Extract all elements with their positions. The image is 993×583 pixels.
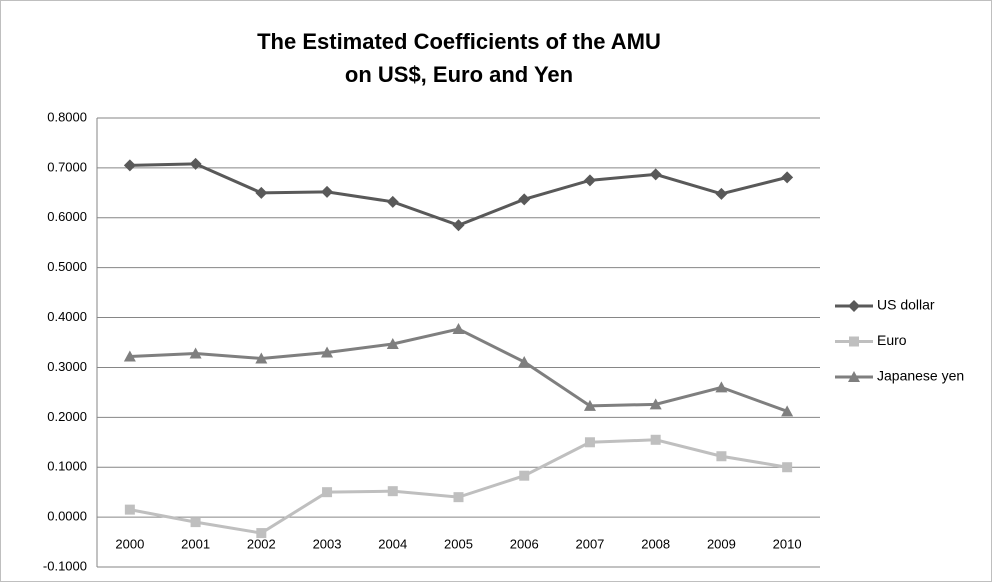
point-marker — [453, 492, 464, 503]
x-tick-label: 2004 — [378, 537, 407, 552]
point-marker — [452, 219, 465, 232]
y-tick-label: 0.1000 — [47, 459, 87, 474]
y-tick-label: 0.3000 — [47, 359, 87, 374]
point-marker — [650, 434, 661, 445]
point-marker — [321, 185, 334, 198]
y-tick-label: 0.4000 — [47, 309, 87, 324]
point-marker — [715, 381, 728, 393]
point-marker — [387, 486, 398, 497]
x-tick-label: 2009 — [707, 537, 736, 552]
point-marker — [190, 517, 201, 528]
point-marker — [782, 462, 793, 473]
point-marker — [321, 346, 334, 358]
legend-marker — [848, 371, 860, 382]
y-tick-label: 0.0000 — [47, 509, 87, 524]
point-marker — [583, 399, 596, 411]
x-tick-label: 2000 — [115, 537, 144, 552]
x-tick-label: 2005 — [444, 537, 473, 552]
point-marker — [781, 171, 794, 184]
point-marker — [649, 168, 662, 181]
point-marker — [256, 528, 267, 539]
point-marker — [255, 352, 268, 364]
point-marker — [518, 355, 531, 367]
point-marker — [781, 405, 794, 417]
point-marker — [124, 504, 135, 515]
point-marker — [649, 398, 662, 410]
x-tick-label: 2003 — [313, 537, 342, 552]
x-tick-label: 2002 — [247, 537, 276, 552]
point-marker — [519, 470, 530, 481]
y-tick-label: 0.8000 — [47, 109, 87, 124]
x-tick-label: 2007 — [575, 537, 604, 552]
point-marker — [386, 195, 399, 208]
legend-marker — [849, 336, 859, 347]
point-marker — [452, 323, 465, 335]
point-marker — [584, 437, 595, 448]
legend-label: US dollar — [877, 297, 935, 313]
point-marker — [322, 487, 333, 498]
point-marker — [123, 350, 136, 362]
x-tick-label: 2001 — [181, 537, 210, 552]
chart-title: on US$, Euro and Yen — [345, 62, 573, 87]
point-marker — [518, 193, 531, 206]
point-marker — [583, 174, 596, 187]
y-tick-label: -0.1000 — [43, 558, 87, 573]
y-tick-label: 0.5000 — [47, 259, 87, 274]
legend-marker — [848, 300, 860, 312]
point-marker — [386, 337, 399, 349]
point-marker — [715, 187, 728, 200]
x-tick-label: 2006 — [510, 537, 539, 552]
x-tick-label: 2010 — [773, 537, 802, 552]
legend-label: Euro — [877, 332, 907, 348]
y-tick-label: 0.7000 — [47, 159, 87, 174]
legend-label: Japanese yen — [877, 368, 964, 384]
point-marker — [716, 451, 727, 462]
point-marker — [123, 159, 136, 172]
point-marker — [255, 186, 268, 199]
point-marker — [189, 347, 202, 359]
x-tick-label: 2008 — [641, 537, 670, 552]
y-tick-label: 0.2000 — [47, 409, 87, 424]
y-tick-label: 0.6000 — [47, 209, 87, 224]
chart-title: The Estimated Coefficients of the AMU — [257, 29, 661, 54]
point-marker — [189, 157, 202, 170]
